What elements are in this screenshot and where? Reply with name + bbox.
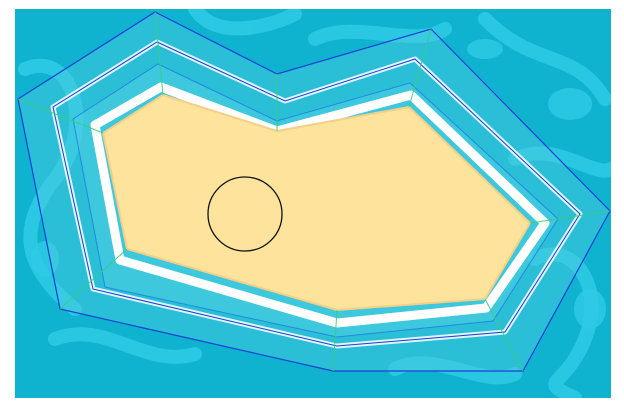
game-viewport[interactable] [15,9,611,398]
water-caustic-blobs [31,39,606,329]
inner-foam-ring [90,82,550,328]
island-scene[interactable] [15,9,611,398]
wire-middle-outline [52,41,581,347]
wire-inner-outline [72,63,559,338]
wire-radial-edges [17,11,611,372]
brush-cursor-ring[interactable] [207,176,283,252]
water-caustics [18,9,611,398]
